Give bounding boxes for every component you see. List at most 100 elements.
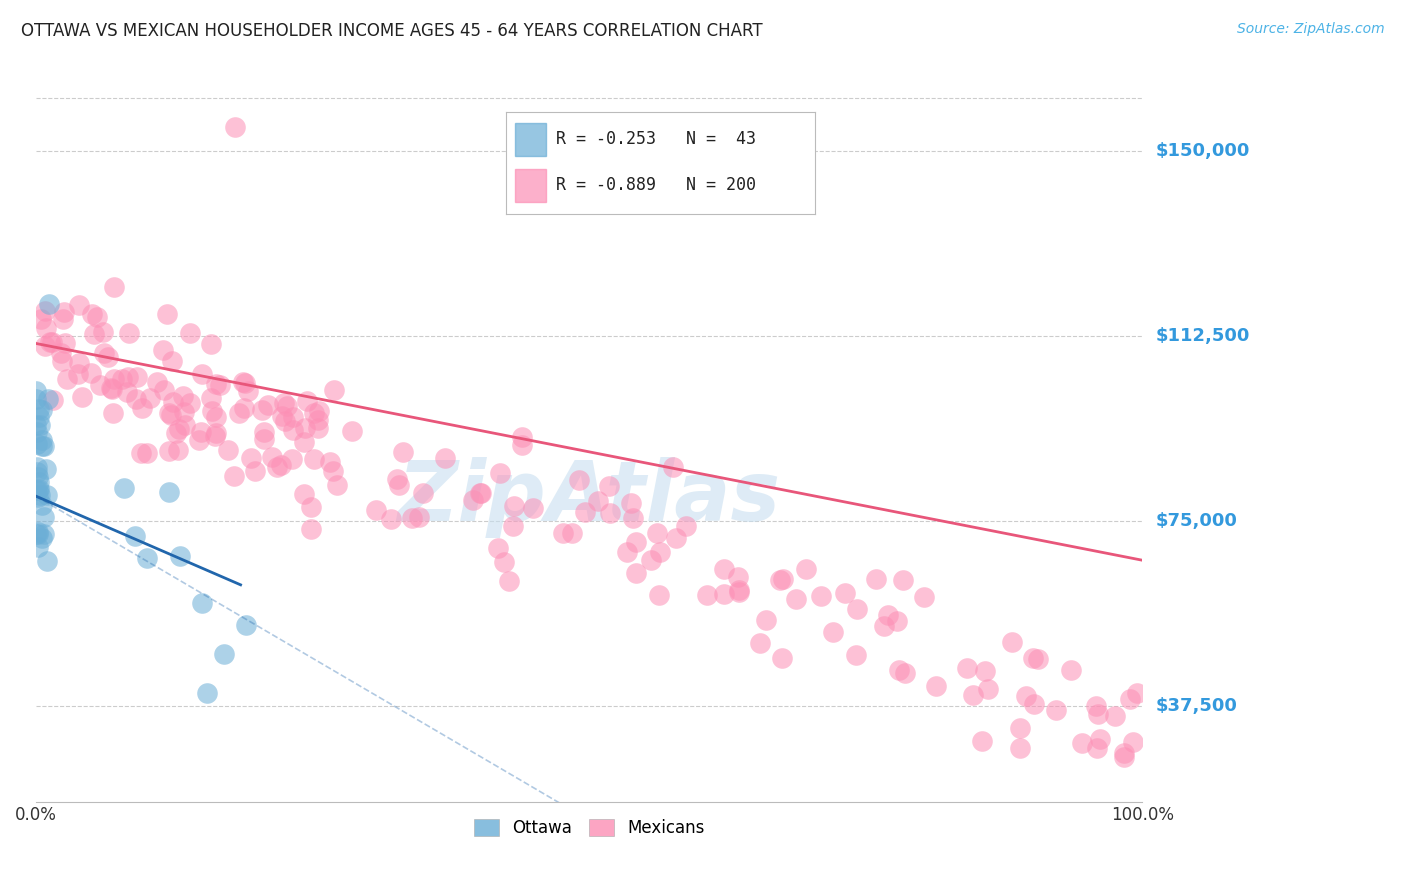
Point bbox=[25, 392, 48, 407]
Point bbox=[648, 589, 671, 603]
Point bbox=[388, 478, 411, 492]
Point bbox=[662, 459, 685, 474]
Point bbox=[912, 590, 935, 604]
Point bbox=[31, 531, 53, 545]
Point bbox=[117, 370, 139, 384]
Point bbox=[270, 458, 292, 472]
Point bbox=[27, 483, 49, 498]
Point bbox=[39, 334, 62, 349]
Point bbox=[889, 663, 911, 677]
Point bbox=[204, 429, 226, 443]
Point bbox=[772, 572, 794, 586]
Point bbox=[970, 734, 993, 748]
Point bbox=[749, 636, 772, 650]
Point bbox=[89, 378, 111, 392]
Point bbox=[1125, 686, 1147, 700]
Point bbox=[156, 307, 179, 321]
Point bbox=[408, 510, 430, 524]
Point bbox=[568, 473, 591, 487]
Point bbox=[38, 297, 60, 311]
Point bbox=[727, 585, 749, 599]
Point bbox=[80, 307, 103, 321]
Point bbox=[34, 304, 56, 318]
Point bbox=[25, 460, 48, 475]
Point bbox=[174, 417, 197, 432]
Point bbox=[1059, 663, 1081, 677]
Point bbox=[25, 417, 48, 432]
Point bbox=[893, 574, 915, 588]
Point bbox=[1112, 746, 1135, 760]
Point bbox=[713, 587, 735, 601]
Point bbox=[252, 402, 274, 417]
Text: $75,000: $75,000 bbox=[1156, 512, 1237, 530]
Point bbox=[66, 368, 89, 382]
Point bbox=[281, 451, 304, 466]
Point bbox=[696, 588, 718, 602]
Point bbox=[273, 396, 295, 410]
Point bbox=[253, 433, 276, 447]
Point bbox=[200, 391, 222, 405]
Point bbox=[713, 562, 735, 576]
Point bbox=[834, 586, 856, 600]
Point bbox=[616, 545, 638, 559]
Point bbox=[302, 452, 325, 467]
Point bbox=[894, 666, 917, 681]
Point bbox=[574, 505, 596, 519]
Point bbox=[28, 409, 51, 424]
Point bbox=[326, 478, 349, 492]
Point bbox=[865, 572, 887, 586]
Point bbox=[67, 298, 90, 312]
Point bbox=[160, 408, 183, 422]
Point bbox=[191, 367, 214, 381]
Point bbox=[51, 354, 73, 368]
Point bbox=[55, 372, 77, 386]
Point bbox=[114, 481, 136, 495]
Point bbox=[191, 596, 214, 610]
Point bbox=[169, 549, 191, 563]
Point bbox=[27, 490, 49, 504]
Point bbox=[640, 553, 662, 567]
Point bbox=[157, 443, 180, 458]
Point bbox=[238, 384, 260, 399]
Point bbox=[25, 483, 48, 498]
Text: ZipAtlas: ZipAtlas bbox=[398, 457, 780, 538]
Point bbox=[522, 501, 544, 516]
Point bbox=[276, 400, 298, 414]
Point bbox=[492, 555, 515, 569]
Point bbox=[204, 377, 226, 392]
Point bbox=[103, 280, 125, 294]
Point bbox=[53, 305, 76, 319]
Point bbox=[433, 450, 456, 465]
Point bbox=[307, 413, 329, 427]
Point bbox=[27, 469, 49, 483]
Point bbox=[28, 417, 51, 432]
Point bbox=[308, 404, 330, 418]
Point bbox=[136, 446, 159, 460]
Point bbox=[162, 395, 184, 409]
Point bbox=[139, 391, 162, 405]
Point bbox=[486, 541, 509, 555]
Point bbox=[32, 510, 55, 524]
Point bbox=[162, 354, 184, 368]
Point bbox=[27, 527, 49, 541]
Text: R = -0.253   N =  43: R = -0.253 N = 43 bbox=[555, 130, 755, 148]
Point bbox=[872, 619, 894, 633]
Point bbox=[31, 403, 53, 417]
Text: OTTAWA VS MEXICAN HOUSEHOLDER INCOME AGES 45 - 64 YEARS CORRELATION CHART: OTTAWA VS MEXICAN HOUSEHOLDER INCOME AGE… bbox=[21, 22, 762, 40]
Point bbox=[152, 343, 174, 358]
Point bbox=[135, 550, 157, 565]
Point bbox=[271, 409, 294, 423]
Point bbox=[401, 510, 423, 524]
Point bbox=[502, 500, 524, 514]
Point bbox=[125, 370, 148, 384]
Point bbox=[273, 414, 295, 428]
Point bbox=[228, 406, 250, 420]
Point bbox=[846, 602, 869, 616]
Point bbox=[1090, 731, 1112, 746]
Point bbox=[925, 679, 948, 693]
Point bbox=[103, 372, 125, 386]
Point bbox=[86, 310, 108, 325]
Point bbox=[561, 525, 583, 540]
Point bbox=[845, 648, 868, 663]
Text: R = -0.889   N = 200: R = -0.889 N = 200 bbox=[555, 177, 755, 194]
